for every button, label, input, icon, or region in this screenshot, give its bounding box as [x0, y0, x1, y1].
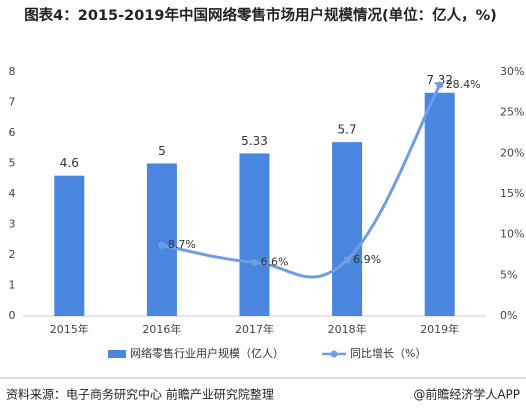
bar-label: 5.33 — [241, 134, 268, 148]
bar-label: 7.32 — [426, 73, 453, 87]
x-tick-label: 2019年 — [420, 322, 459, 336]
y2-tick-label: 0% — [500, 309, 517, 322]
y2-tick-label: 15% — [500, 187, 524, 200]
bar — [424, 92, 455, 317]
bar — [239, 153, 270, 316]
legend-label: 网络零售行业用户规模（亿人） — [130, 346, 284, 360]
x-tick-label: 2017年 — [235, 322, 274, 336]
x-tick-label: 2018年 — [328, 322, 367, 336]
y2-tick-label: 5% — [500, 268, 517, 281]
legend-marker — [330, 350, 338, 358]
line — [161, 84, 442, 279]
legend-swatch — [108, 350, 126, 358]
y-tick-label: 3 — [9, 218, 16, 231]
line-label: 8.7% — [168, 238, 196, 251]
y-tick-label: 5 — [9, 157, 16, 170]
x-tick-label: 2015年 — [50, 322, 89, 336]
bar-label: 5.7 — [338, 123, 357, 137]
line-marker — [158, 241, 166, 249]
legend-label: 同比增长（%） — [350, 346, 426, 360]
line-label: 6.6% — [261, 255, 289, 268]
y-tick-label: 2 — [9, 248, 16, 261]
y-tick-label: 4 — [9, 187, 16, 200]
bar — [54, 175, 85, 316]
y-tick-label: 1 — [9, 279, 16, 292]
bar-label: 5 — [158, 144, 166, 158]
line-marker — [343, 256, 351, 264]
y2-tick-label: 10% — [500, 228, 524, 241]
y-tick-label: 6 — [9, 126, 16, 139]
line-label: 6.9% — [353, 253, 381, 266]
y-tick-label: 7 — [9, 96, 16, 109]
line-label: 28.4% — [446, 78, 481, 91]
bar — [146, 163, 177, 316]
bar — [332, 142, 363, 316]
x-tick-label: 2016年 — [142, 322, 181, 336]
line-marker — [436, 81, 444, 89]
y2-tick-label: 25% — [500, 106, 524, 119]
credit: @前瞻经济学人APP — [413, 387, 520, 402]
y2-tick-label: 20% — [500, 146, 524, 159]
y-tick-label: 8 — [9, 65, 16, 78]
y2-tick-label: 30% — [500, 65, 524, 78]
chart-title: 图表4：2015-2019年中国网络零售市场用户规模情况(单位：亿人，%) — [24, 8, 497, 24]
source: 资料来源：电子商务研究中心 前瞻产业研究院整理 — [6, 387, 274, 402]
bar-label: 4.6 — [60, 156, 79, 170]
y-tick-label: 0 — [9, 309, 16, 322]
line-marker — [251, 258, 258, 266]
